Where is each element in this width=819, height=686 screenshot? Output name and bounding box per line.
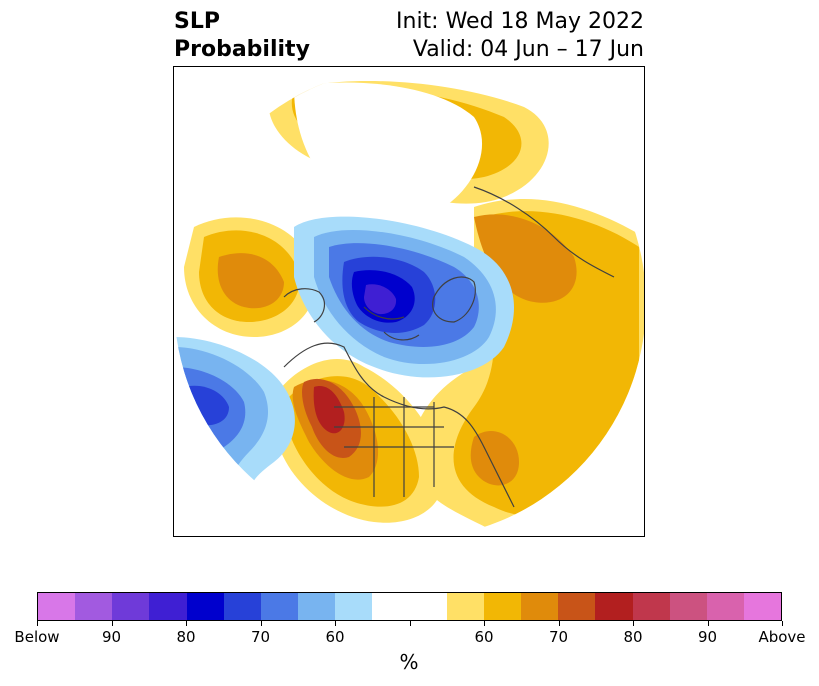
colorbar-tick-label: 90	[101, 628, 122, 646]
colorbar-tick-label: 80	[176, 628, 196, 646]
colorbar-tick-label: 60	[474, 628, 494, 646]
coastline-europe-asia	[473, 186, 615, 278]
colorbar-tick-mark	[37, 621, 38, 626]
above-80-region-namerica	[313, 386, 345, 434]
colorbar-tick-mark	[409, 621, 411, 626]
colorbar-cell	[521, 593, 559, 620]
coastline-greenland	[432, 276, 476, 323]
colorbar-tick-mark	[707, 621, 709, 626]
colorbar-cell	[149, 593, 187, 620]
colorbar-tick-label: Above	[758, 628, 806, 646]
colorbar	[37, 592, 782, 621]
colorbar-cell	[186, 593, 224, 620]
above-70-region-east	[474, 214, 577, 303]
below-97-region-arctic	[364, 284, 397, 315]
colorbar-cell	[298, 593, 336, 620]
probability-map	[174, 80, 644, 536]
white-region-polar	[294, 82, 483, 216]
date-info: Init: Wed 18 May 2022 Valid: 04 Jun – 17…	[396, 8, 644, 64]
colorbar-cell	[632, 593, 670, 620]
colorbar-tick-mark	[782, 621, 783, 626]
colorbar-cell	[372, 593, 410, 620]
map-panel	[173, 66, 645, 537]
colorbar-cell	[409, 593, 447, 620]
colorbar-cell	[595, 593, 633, 620]
colorbar-tick-label: 70	[250, 628, 271, 646]
colorbar-cell	[260, 593, 299, 620]
colorbar-tick-mark	[260, 621, 262, 626]
colorbar-cell	[38, 593, 76, 620]
title-line-1: SLP	[174, 9, 220, 34]
colorbar-tick-mark	[633, 621, 634, 626]
colorbar-cell	[446, 593, 484, 620]
colorbar-cell	[112, 593, 150, 620]
init-date: Init: Wed 18 May 2022	[396, 9, 644, 34]
colorbar-cell	[223, 593, 261, 620]
colorbar-tick-mark	[335, 621, 336, 626]
colorbar-tick-label: 80	[623, 628, 643, 646]
map-title: SLP Probability	[174, 8, 310, 64]
colorbar-cell	[669, 593, 707, 620]
colorbar-cell	[706, 593, 744, 620]
title-line-2: Probability	[174, 37, 310, 62]
colorbar-tick-mark	[111, 621, 113, 626]
colorbar-cell	[743, 593, 782, 620]
colorbar-cell	[335, 593, 373, 620]
colorbar-tick-mark	[186, 621, 187, 626]
colorbar-tick-label: 90	[697, 628, 718, 646]
colorbar-tick-label: 60	[325, 628, 345, 646]
colorbar-tick-label: Below	[14, 628, 60, 646]
colorbar-tick-mark	[558, 621, 560, 626]
us-state-lines	[334, 397, 454, 497]
colorbar-tick-label: 70	[548, 628, 569, 646]
colorbar-cell	[483, 593, 522, 620]
colorbar-cell	[558, 593, 596, 620]
coastline-arctic-islands	[363, 306, 420, 341]
colorbar-units: %	[399, 650, 419, 674]
valid-period: Valid: 04 Jun – 17 Jun	[412, 37, 644, 62]
above-70-region-west	[217, 253, 284, 309]
colorbar-tick-mark	[484, 621, 485, 626]
coastline-alaska	[283, 288, 326, 323]
colorbar-cell	[75, 593, 113, 620]
